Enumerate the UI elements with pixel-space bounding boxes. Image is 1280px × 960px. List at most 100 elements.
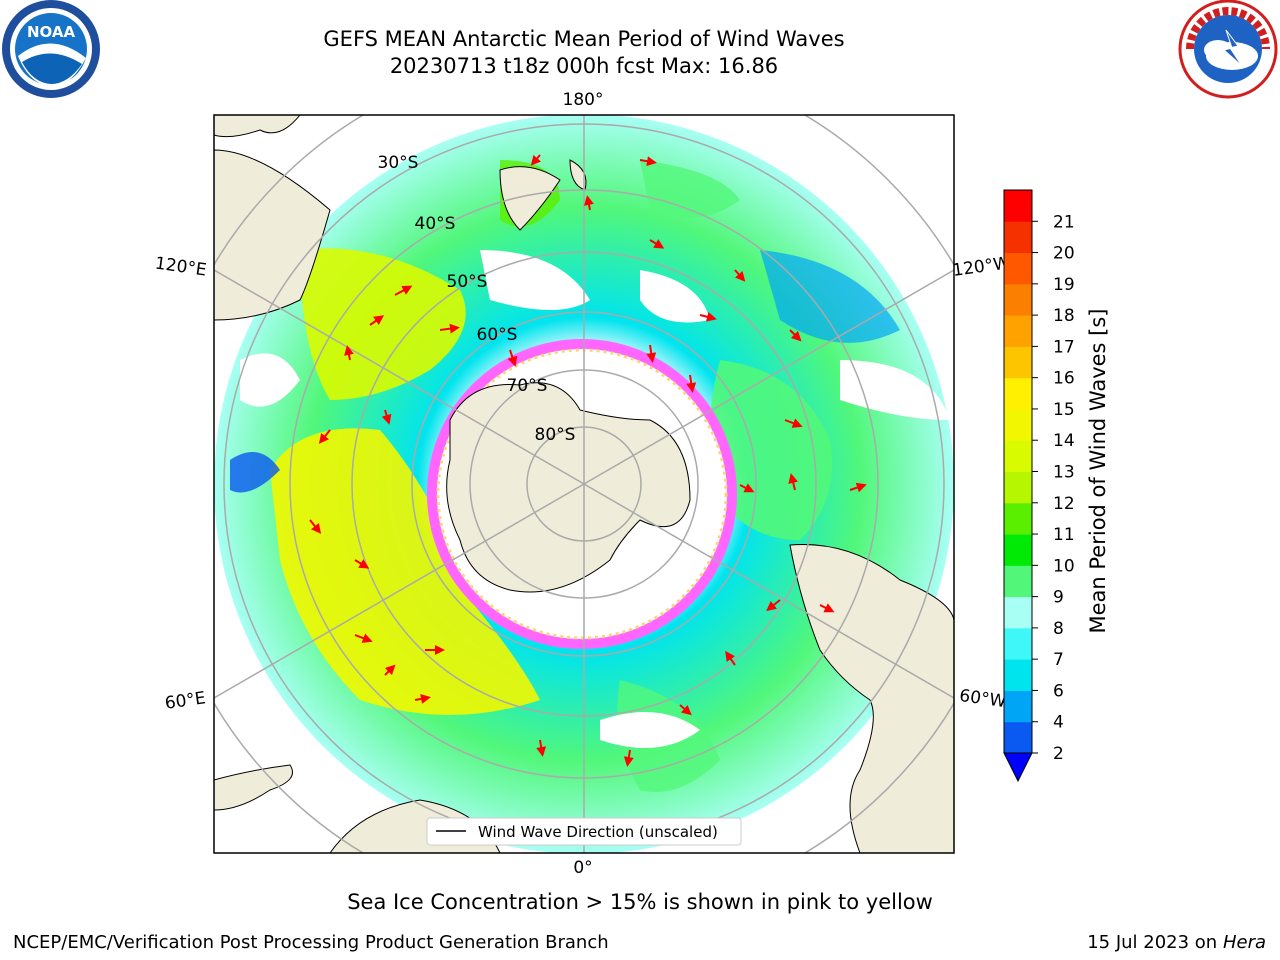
wave-arrow [699, 311, 717, 322]
wave-arrow [766, 599, 781, 612]
lon-label-120e: 120°E [154, 254, 208, 281]
africa-landmass [789, 543, 954, 853]
colorbar-tick-label: 7 [1053, 650, 1064, 670]
colorbar-swatch [1004, 502, 1032, 535]
colorbar-swatch [1004, 471, 1032, 504]
colorbar-tick-label: 14 [1053, 431, 1075, 451]
colorbar-swatch [1004, 440, 1032, 472]
colorbar-label: Mean Period of Wind Waves [s] [1086, 309, 1110, 634]
south-america-landmass [214, 115, 301, 138]
colorbar-tick-label: 17 [1053, 337, 1075, 357]
wave-arrow [686, 374, 697, 393]
chart-subtitle: 20230713 t18z 000h fcst Max: 16.86 [389, 54, 779, 78]
colorbar-swatch [1004, 627, 1032, 660]
wave-arrow [384, 664, 396, 676]
wave-arrow [536, 739, 547, 757]
colorbar-tick-label: 12 [1053, 494, 1075, 514]
footer-date: 15 Jul 2023 on Hera [1087, 932, 1266, 953]
colorbar-swatch [1004, 565, 1032, 598]
wave-arrow [414, 693, 431, 704]
colorbar-ticks: 2 4 6 7 8 9 10 11 12 13 14 15 16 17 18 19 20 21 [1032, 212, 1075, 764]
lat-label-80s: 80°S [535, 425, 576, 445]
wave-arrow [354, 559, 370, 569]
wave-arrow [639, 156, 657, 167]
nws-logo [1178, 0, 1278, 99]
longitude-gridlines [214, 115, 954, 853]
colorbar-swatch [1004, 659, 1032, 691]
wave-arrow [849, 482, 867, 493]
colorbar-tick-label: 20 [1053, 244, 1075, 264]
wave-arrow [318, 429, 331, 444]
wave-arrow [309, 519, 322, 534]
lon-label-60e: 60°E [164, 688, 207, 713]
legend-label: Wind Wave Direction (unscaled) [478, 823, 718, 841]
colorbar-swatch [1004, 252, 1032, 285]
south-america-coast [214, 149, 331, 321]
colorbar-swatch [1004, 534, 1032, 566]
colorbar-tick-label: 21 [1053, 212, 1075, 232]
wind-wave-arrows [309, 154, 867, 767]
lat-label-70s: 70°S [507, 376, 548, 396]
wave-arrow [584, 195, 594, 211]
noaa-logo: NOAA [2, 0, 100, 98]
colorbar-tick-label: 9 [1053, 588, 1064, 608]
colorbar-tick-label: 19 [1053, 275, 1075, 295]
wave-arrow [530, 154, 542, 166]
colorbar-swatch [1004, 221, 1032, 254]
map-frame [213, 114, 955, 854]
wave-arrow [354, 633, 373, 643]
wave-arrow [739, 483, 755, 493]
colorbar-swatch [1004, 408, 1032, 441]
lat-label-50s: 50°S [447, 272, 488, 292]
wave-arrow [789, 329, 802, 342]
colorbar-tick-label: 8 [1053, 619, 1064, 639]
colorbar-tick-label: 2 [1053, 744, 1064, 764]
colorbar-under-arrow [1003, 752, 1033, 783]
noaa-logo-text: NOAA [27, 23, 76, 41]
colorbar-swatch [1004, 690, 1032, 723]
wave-arrow [439, 323, 460, 334]
wave-arrow [623, 749, 634, 767]
wave-arrow [394, 285, 413, 296]
antarctica-landmass [446, 382, 691, 593]
colorbar-swatch [1004, 283, 1032, 316]
lat-label-40s: 40°S [415, 214, 456, 234]
colorbar-tick-label: 6 [1053, 681, 1064, 701]
footer-host: Hera [1222, 932, 1266, 953]
colorbar-swatch [1004, 596, 1032, 629]
colorbar-tick-label: 13 [1053, 463, 1075, 483]
wave-arrow [788, 473, 799, 491]
colorbar-swatch [1004, 377, 1032, 410]
colorbar-swatch [1004, 721, 1032, 754]
wave-arrow [344, 345, 354, 361]
colorbar-tick-label: 16 [1053, 369, 1075, 389]
lon-label-120w: 120°W [951, 253, 1011, 281]
colorbar-swatches [1004, 190, 1032, 754]
sea-ice-note: Sea Ice Concentration > 15% is shown in … [347, 890, 933, 914]
wave-arrow [819, 603, 835, 613]
new-zealand-landmass [499, 166, 561, 231]
colorbar-swatch [1004, 315, 1032, 347]
lon-label-60w: 60°W [958, 686, 1007, 712]
australia-landmass [214, 764, 293, 811]
map-legend: Wind Wave Direction (unscaled) [426, 817, 742, 846]
wave-arrow [725, 650, 736, 666]
lon-label-180: 180° [563, 90, 604, 110]
wave-arrow [679, 704, 692, 716]
lon-label-0: 0° [573, 858, 592, 878]
wave-arrow [381, 409, 392, 425]
colorbar-swatch [1004, 190, 1032, 222]
colorbar-tick-label: 15 [1053, 400, 1075, 420]
colorbar: 2 4 6 7 8 9 10 11 12 13 14 15 16 17 18 19 20 21 Mean Peri… [1003, 189, 1110, 783]
colorbar-tick-label: 4 [1053, 713, 1064, 733]
wave-arrow [507, 349, 518, 367]
footer-date-text: 15 Jul 2023 on [1087, 932, 1223, 953]
wave-arrow [734, 269, 746, 282]
colorbar-tick-label: 18 [1053, 306, 1075, 326]
wave-arrow [369, 315, 385, 326]
colorbar-tick-label: 11 [1053, 525, 1075, 545]
footer-credit: NCEP/EMC/Verification Post Processing Pr… [13, 932, 609, 953]
wave-arrow [646, 344, 657, 363]
chart-title: GEFS MEAN Antarctic Mean Period of Wind … [323, 27, 845, 51]
